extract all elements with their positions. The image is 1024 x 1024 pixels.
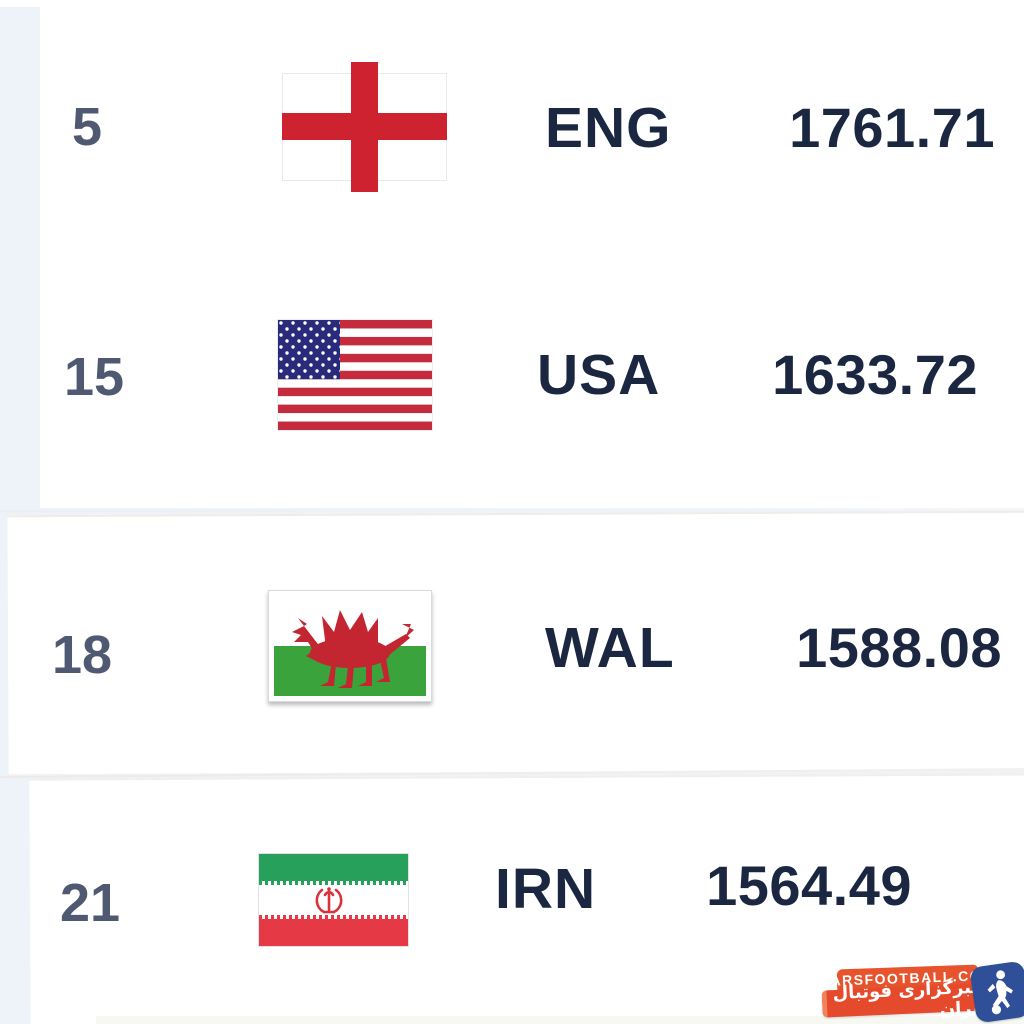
usa-flag-graphic (278, 320, 432, 430)
iran-emblem-icon (315, 887, 343, 914)
iran-flag (258, 853, 409, 947)
country-code: IRN (495, 857, 597, 921)
rank-cell: 15 (64, 347, 125, 407)
points-cell: 1761.71 (789, 96, 995, 159)
england-flag (282, 62, 447, 192)
points-cell: 1588.08 (796, 616, 1002, 679)
country-code: USA (537, 343, 661, 407)
watermark: PARSFOOTBALL.COM خبرگزاری فوتبال ایران (804, 956, 1024, 1024)
rank-cell: 21 (60, 873, 121, 933)
usa-flag (278, 320, 432, 430)
watermark-badge (969, 960, 1024, 1024)
watermark-tagline: خبرگزاری فوتبال ایران (821, 976, 986, 1020)
rank-cell: 5 (72, 97, 103, 157)
wales-flag-graphic (274, 596, 426, 696)
england-cross (282, 113, 447, 140)
rank-cell: 18 (52, 625, 113, 685)
country-code: WAL (545, 616, 675, 680)
country-code: ENG (545, 96, 672, 160)
footballer-icon (987, 970, 1013, 1015)
section-card-top (40, 0, 1024, 508)
points-cell: 1633.72 (772, 343, 978, 406)
iran-red-band (259, 919, 408, 946)
iran-takbir-border (259, 915, 408, 919)
wales-flag (268, 590, 432, 702)
collage-edge (96, 1016, 1024, 1024)
iran-takbir-border (259, 881, 408, 885)
corner-cap (0, 0, 40, 7)
points-cell: 1564.49 (706, 854, 912, 917)
iran-green-band (259, 854, 408, 881)
